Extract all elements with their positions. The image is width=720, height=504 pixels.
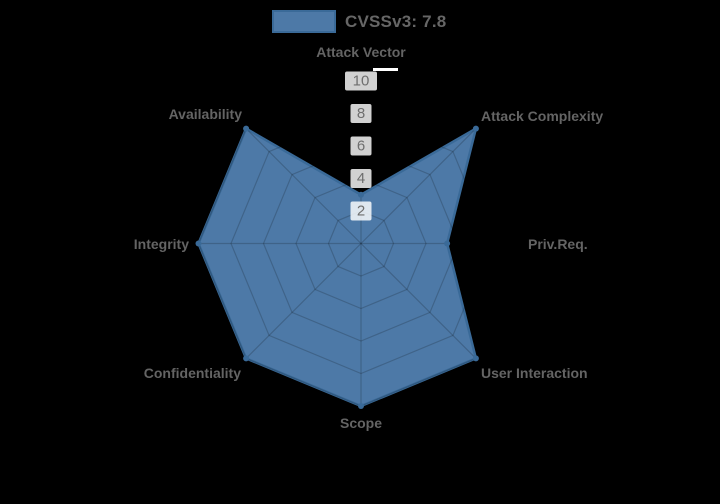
data-point bbox=[195, 240, 202, 247]
grid-ring bbox=[230, 112, 492, 375]
axis-label-priv-req: Priv.Req. bbox=[528, 236, 588, 252]
legend-label: CVSSv3: 7.8 bbox=[345, 11, 447, 31]
tick-backdrop bbox=[345, 71, 377, 91]
grid-ring bbox=[295, 177, 427, 310]
axis-label-availability: Availability bbox=[169, 106, 243, 122]
tick-backdrop bbox=[350, 136, 372, 156]
axis-label-confidentiality: Confidentiality bbox=[144, 365, 241, 381]
data-point bbox=[444, 240, 451, 247]
radial-tick-label: 4 bbox=[357, 170, 365, 187]
grid-spoke bbox=[245, 128, 362, 244]
grid-spoke bbox=[360, 128, 477, 244]
data-point bbox=[243, 125, 250, 132]
data-point bbox=[472, 125, 479, 132]
radial-tick-label: 2 bbox=[357, 203, 365, 220]
data-point bbox=[243, 355, 250, 362]
outer-ring-dash bbox=[373, 68, 398, 71]
data-point bbox=[358, 191, 364, 198]
data-point bbox=[358, 403, 364, 409]
radial-tick-label: 8 bbox=[357, 105, 365, 122]
tick-backdrop bbox=[350, 201, 372, 221]
axis-label-scope: Scope bbox=[340, 415, 382, 431]
tick-backdrop bbox=[350, 104, 372, 123]
axis-label-integrity: Integrity bbox=[134, 236, 189, 252]
legend-swatch bbox=[272, 10, 336, 33]
radial-tick-label: 6 bbox=[357, 138, 365, 155]
axis-label-attack-complexity: Attack Complexity bbox=[481, 108, 603, 124]
tick-backdrop bbox=[350, 169, 372, 188]
grid-spoke bbox=[245, 243, 362, 359]
axis-label-user-interaction: User Interaction bbox=[481, 365, 588, 381]
axis-label-attack-vector: Attack Vector bbox=[316, 44, 406, 60]
legend-item[interactable]: CVSSv3: 7.8 bbox=[272, 10, 446, 33]
radial-tick-label: 10 bbox=[353, 73, 370, 90]
data-point bbox=[472, 355, 479, 362]
grid-ring bbox=[327, 210, 395, 277]
grid-spoke bbox=[360, 243, 477, 359]
grid-ring bbox=[262, 145, 460, 342]
